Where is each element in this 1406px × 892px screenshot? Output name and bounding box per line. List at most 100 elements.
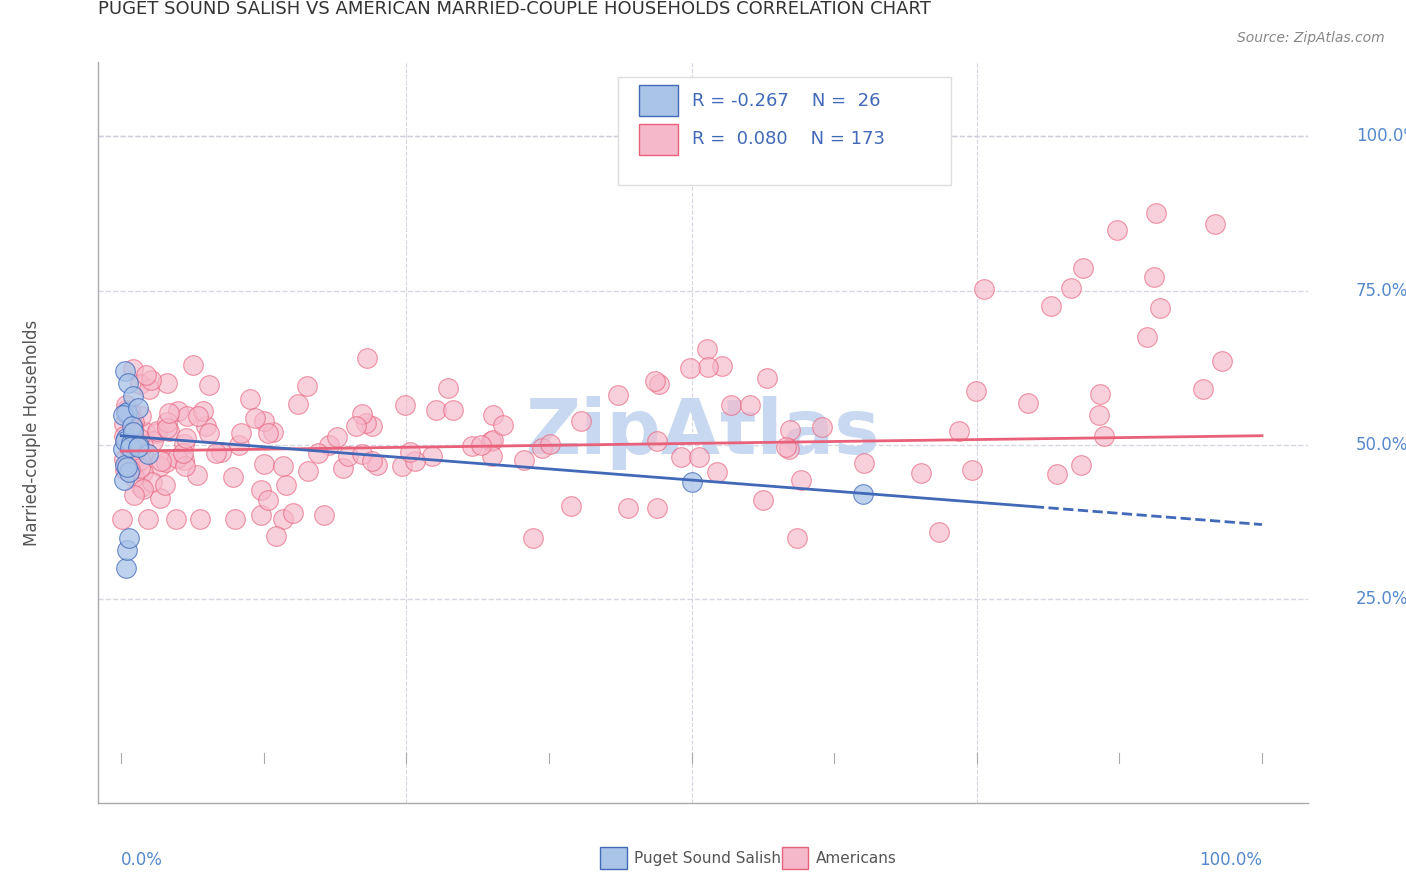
Point: [318, 438, 340, 452]
Point: [231, 425, 253, 440]
Point: [224, 512, 246, 526]
Point: [778, 442, 800, 456]
Point: [366, 458, 388, 472]
Point: [910, 466, 932, 480]
Point: [193, 404, 215, 418]
Point: [312, 508, 335, 522]
Point: [481, 449, 503, 463]
Point: [134, 425, 156, 439]
Point: [354, 417, 377, 431]
Point: [645, 501, 668, 516]
Point: [138, 447, 160, 461]
Point: [157, 425, 180, 439]
Text: PUGET SOUND SALISH VS AMERICAN MARRIED-COUPLE HOUSEHOLDS CORRELATION CHART: PUGET SOUND SALISH VS AMERICAN MARRIED-C…: [98, 0, 931, 18]
Point: [752, 493, 775, 508]
Text: 0.0%: 0.0%: [121, 851, 163, 869]
Point: [112, 473, 135, 487]
Bar: [638, 124, 678, 155]
Point: [173, 437, 195, 451]
Point: [274, 477, 297, 491]
Point: [186, 467, 208, 482]
Point: [122, 433, 145, 447]
Point: [616, 501, 638, 516]
Point: [156, 376, 179, 391]
Point: [150, 453, 173, 467]
Point: [122, 488, 145, 502]
Text: ZipAtlas: ZipAtlas: [526, 396, 880, 469]
Point: [948, 425, 970, 439]
Point: [243, 411, 266, 425]
Point: [129, 409, 152, 423]
Point: [1143, 270, 1166, 285]
Point: [120, 436, 142, 450]
Point: [209, 445, 232, 459]
Point: [361, 418, 384, 433]
Point: [491, 417, 513, 432]
Point: [132, 465, 155, 479]
Point: [131, 479, 153, 493]
Point: [350, 447, 373, 461]
Point: [132, 438, 155, 452]
Point: [114, 434, 136, 449]
Point: [114, 398, 136, 412]
Point: [157, 406, 180, 420]
Point: [297, 379, 319, 393]
Point: [1192, 382, 1215, 396]
Point: [1136, 330, 1159, 344]
Point: [128, 439, 150, 453]
Point: [470, 438, 492, 452]
Point: [1039, 299, 1062, 313]
Point: [121, 419, 143, 434]
Point: [156, 421, 179, 435]
Point: [239, 392, 262, 406]
Point: [479, 434, 502, 449]
Point: [114, 458, 136, 473]
Point: [115, 435, 138, 450]
Point: [166, 403, 188, 417]
Point: [118, 441, 141, 455]
Point: [253, 458, 276, 472]
Point: [115, 542, 138, 557]
Point: [441, 403, 464, 417]
Point: [437, 381, 460, 395]
Point: [121, 421, 143, 435]
Point: [1017, 396, 1039, 410]
Point: [697, 360, 720, 375]
Point: [114, 430, 136, 444]
Point: [307, 446, 329, 460]
Point: [112, 429, 135, 443]
Point: [425, 403, 447, 417]
Bar: [638, 86, 678, 117]
Point: [118, 409, 141, 424]
Point: [779, 423, 801, 437]
Point: [122, 470, 145, 484]
Point: [136, 512, 159, 526]
Point: [852, 487, 875, 501]
Point: [1092, 429, 1115, 443]
Point: [181, 358, 204, 372]
Point: [679, 360, 702, 375]
Point: [360, 454, 382, 468]
Bar: [782, 847, 808, 870]
Point: [122, 425, 145, 440]
FancyBboxPatch shape: [619, 78, 950, 185]
Point: [115, 406, 138, 420]
Point: [166, 450, 188, 465]
Point: [111, 408, 134, 422]
Point: [111, 512, 134, 526]
Point: [155, 455, 177, 469]
Point: [461, 439, 484, 453]
Point: [607, 388, 630, 402]
Point: [337, 449, 360, 463]
Point: [391, 458, 413, 473]
Point: [188, 512, 211, 526]
Point: [146, 425, 169, 440]
Point: [165, 512, 187, 526]
Point: [128, 461, 150, 475]
Point: [114, 561, 136, 575]
Point: [1107, 223, 1129, 237]
Point: [973, 283, 995, 297]
Point: [121, 389, 143, 403]
Point: [756, 371, 779, 385]
Point: [135, 368, 157, 382]
